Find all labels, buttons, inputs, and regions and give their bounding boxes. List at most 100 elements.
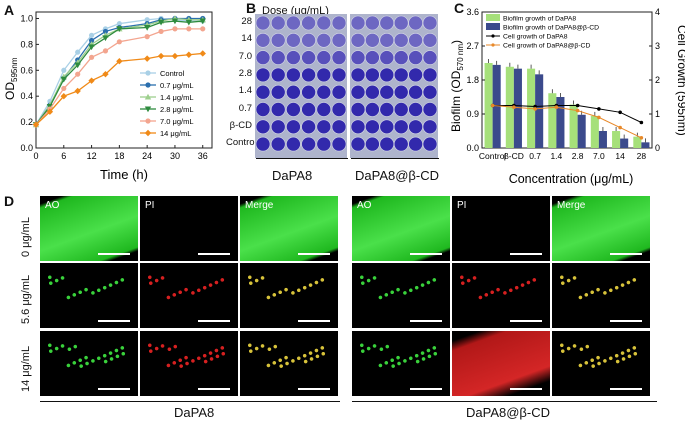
well <box>379 50 395 65</box>
x-axis-title-a: Time (h) <box>100 167 148 182</box>
well <box>255 15 271 31</box>
x-axis-title-c: Concentration (μg/mL) <box>509 172 634 186</box>
well <box>286 136 301 152</box>
well <box>422 136 438 152</box>
well <box>331 136 347 152</box>
microscopy-tile: Merge <box>552 196 650 261</box>
well <box>365 102 380 117</box>
x-tick-label-a: 24 <box>142 151 152 161</box>
bar-c <box>612 131 621 148</box>
data-point-a <box>61 67 67 73</box>
data-point-a <box>144 34 150 40</box>
well <box>255 119 271 135</box>
microscopy-tile <box>240 331 338 396</box>
dose-row-label: 2.8 <box>238 67 252 79</box>
well <box>270 32 286 48</box>
well <box>286 67 301 83</box>
data-point-a <box>88 44 95 51</box>
channel-label: AO <box>357 200 372 211</box>
well <box>350 67 366 83</box>
legend-swatch-c <box>486 14 500 21</box>
well <box>286 84 301 100</box>
well <box>301 32 316 48</box>
data-point-a <box>116 58 123 65</box>
y-tick-label-a: 0.2 <box>20 117 33 127</box>
well <box>393 136 409 152</box>
well <box>422 84 438 100</box>
line-point-c <box>554 105 559 109</box>
x-tick-label-a: 36 <box>198 151 208 161</box>
scale-bar <box>510 253 542 255</box>
well <box>255 50 271 65</box>
data-point-a <box>157 19 165 26</box>
well <box>379 15 395 31</box>
data-point-a <box>158 28 164 35</box>
panel-label-c: C <box>454 0 465 16</box>
data-point-a <box>102 35 109 42</box>
well <box>255 102 271 117</box>
well <box>301 50 316 65</box>
well <box>422 50 438 65</box>
scale-bar <box>610 388 642 390</box>
data-point-a <box>144 17 150 23</box>
well <box>408 32 423 48</box>
data-point-a <box>75 71 81 77</box>
well <box>270 102 286 117</box>
microscopy-tile <box>552 331 650 396</box>
line-point-c <box>618 110 622 115</box>
bar-c <box>505 66 514 148</box>
group-line-dapa8-bcd <box>352 401 657 402</box>
dose-row-label: 1.4 <box>238 85 252 97</box>
well <box>270 15 286 31</box>
data-point-a <box>74 87 81 95</box>
dose-row-label: 7.0 <box>238 50 252 62</box>
y-tick-label-right-c: 2 <box>655 75 660 85</box>
plate-label-dapa8-bcd: DaPA8@β-CD <box>355 168 440 183</box>
bar-c <box>548 93 557 148</box>
scale-bar <box>410 388 442 390</box>
legend-label-a: 2.8 μg/mL <box>160 105 194 114</box>
legend-label-c: Cell growth of DaPA8 <box>503 34 568 41</box>
well <box>393 50 409 65</box>
well <box>286 32 301 48</box>
data-point-a <box>32 121 40 128</box>
well <box>316 119 332 135</box>
y-tick-label-left-c: 2.7 <box>466 41 479 51</box>
microscopy-tile: PI <box>140 196 238 261</box>
scale-bar <box>198 320 230 322</box>
microscopy-tile <box>352 331 450 396</box>
y-tick-label-right-c: 0 <box>655 143 660 153</box>
line-point-c <box>575 108 580 113</box>
data-point-a <box>102 48 109 54</box>
data-point-a <box>157 52 165 60</box>
dose-row-label: 0.7 <box>238 102 252 114</box>
well <box>393 15 409 31</box>
well <box>255 32 271 48</box>
well <box>422 32 438 48</box>
well <box>365 67 380 83</box>
bar-c <box>641 142 650 148</box>
data-point-a <box>102 28 109 35</box>
well <box>350 50 366 65</box>
line-point-c <box>490 103 495 108</box>
data-point-a <box>46 108 54 115</box>
x-tick-label-c: Control <box>479 151 507 161</box>
well <box>270 119 286 135</box>
y-tick-label-left-c: 1.8 <box>466 75 479 85</box>
channel-label: PI <box>145 200 155 211</box>
panel-label-b: B <box>246 0 257 16</box>
scale-bar <box>298 320 330 322</box>
well <box>270 67 286 83</box>
x-tick-label-c: 28 <box>637 151 647 161</box>
scale-bar <box>610 320 642 322</box>
well <box>286 119 301 135</box>
well <box>301 136 316 152</box>
well <box>331 84 347 100</box>
data-point-a <box>143 24 151 31</box>
well <box>365 50 380 65</box>
x-tick-label-c: 2.8 <box>572 151 584 161</box>
well <box>331 15 347 31</box>
bar-c <box>535 74 544 148</box>
scale-bar <box>198 253 230 255</box>
data-point-a <box>60 92 67 100</box>
